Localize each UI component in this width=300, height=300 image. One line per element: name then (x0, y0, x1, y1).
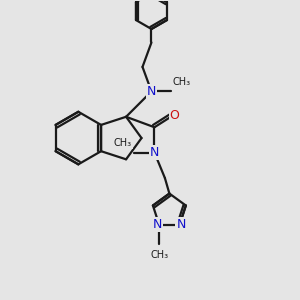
Text: N: N (153, 218, 162, 231)
Text: N: N (150, 146, 159, 159)
Text: N: N (147, 85, 156, 98)
Text: CH₃: CH₃ (172, 77, 190, 87)
Text: CH₃: CH₃ (150, 250, 168, 260)
Text: N: N (176, 218, 186, 231)
Text: CH₃: CH₃ (114, 138, 132, 148)
Text: O: O (169, 109, 179, 122)
